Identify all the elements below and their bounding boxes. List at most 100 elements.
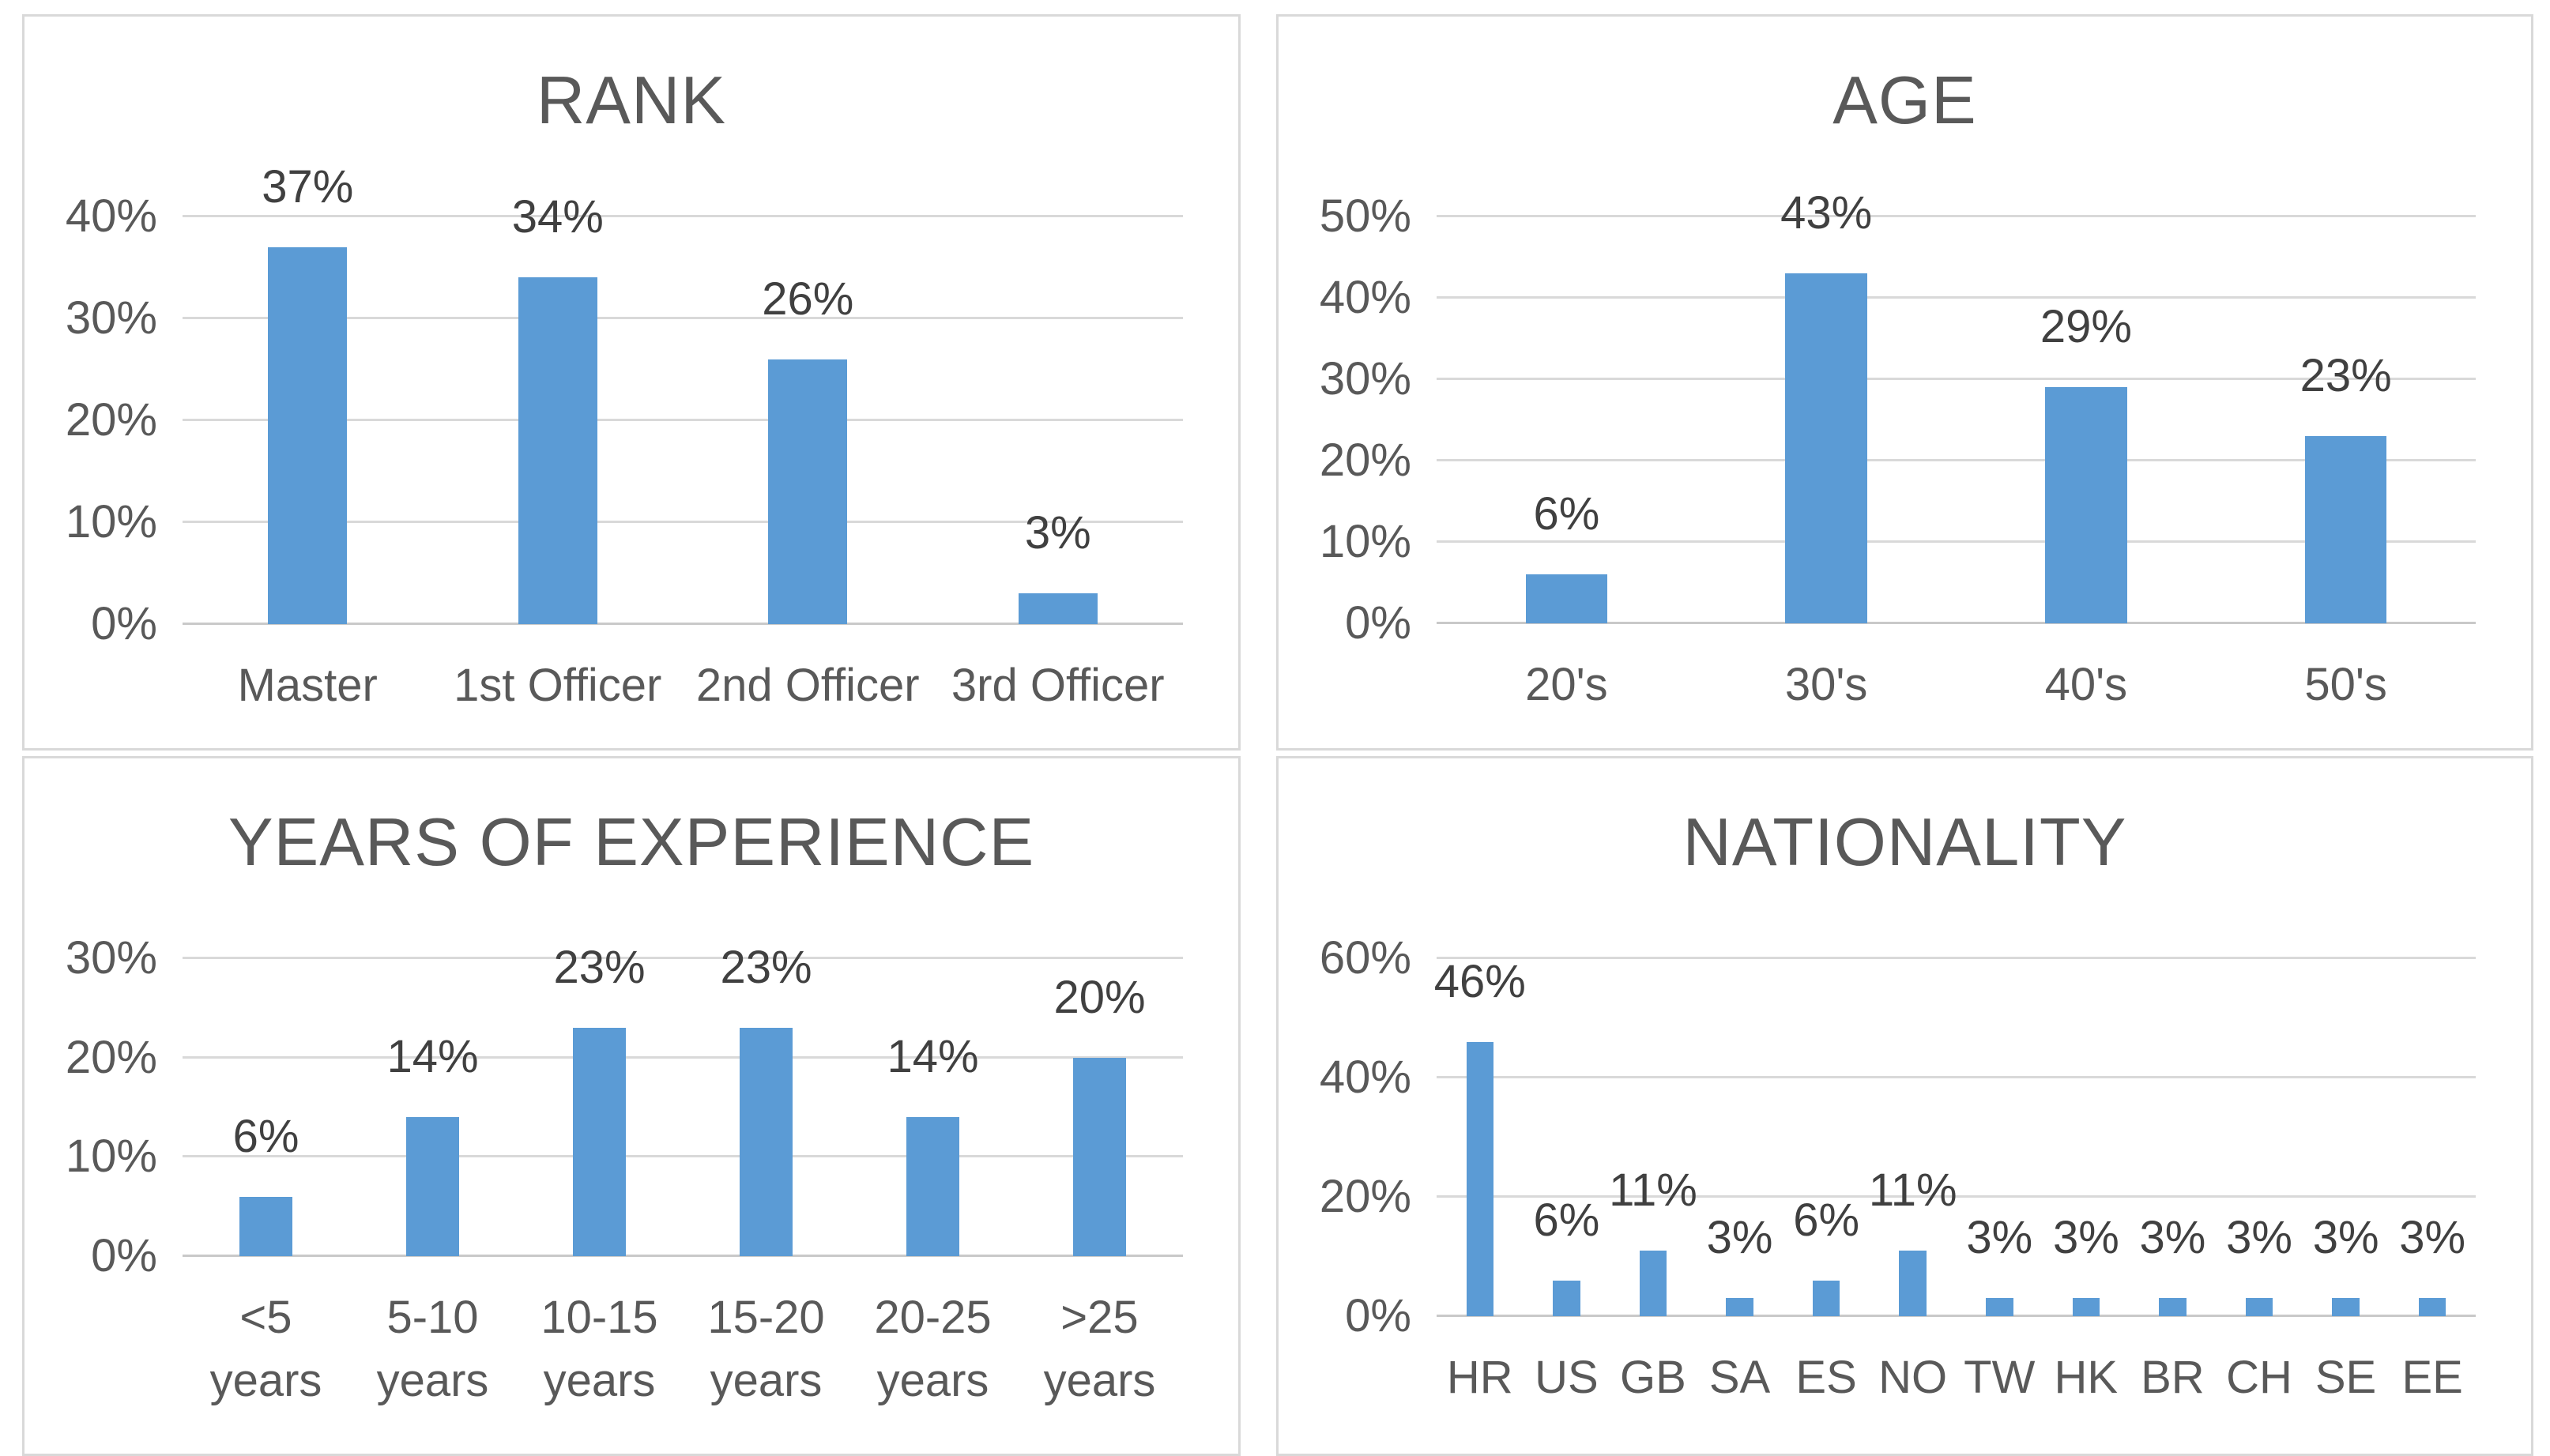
experience-y-axis: 0% 10% 20% 30% [24,935,183,1279]
bar [1466,1041,1494,1316]
bar-data-label: 6% [1533,1194,1600,1246]
gridline [183,957,1183,959]
bar [2045,387,2127,623]
bar [518,277,597,624]
y-axis-tick-label: 30% [65,932,157,984]
bar [1726,1298,1753,1316]
x-axis-category-label: 30's [1784,659,1868,710]
y-axis-tick-label: 60% [1319,932,1411,984]
age-x-axis: 20's 30's 40's 50's [1437,653,2476,717]
rank-chart-panel: RANK 0% 10% 20% 30% 40% 37% 34% 26% 3% Master 1s… [22,14,1241,751]
gridline [1437,215,2476,217]
nationality-chart-panel: NATIONALITY 0% 20% 40% 60% 46% 6% 11% 3% 6% 11% 3… [1276,756,2533,1456]
x-axis-category-label: 50's [2304,659,2387,710]
bar [239,1196,292,1256]
rank-plot-area: 37% 34% 26% 3% [183,162,1183,625]
x-axis-line [1437,622,2476,624]
gridline [1437,1076,2476,1079]
experience-plot-area: 6% 14% 23% 23% 14% 20% [183,942,1183,1257]
x-axis-category-label: SE [2315,1352,2377,1403]
x-axis-category-label: 40's [2044,659,2128,710]
bar [1785,273,1867,623]
bar [2304,436,2387,623]
bar [906,1117,959,1256]
x-axis-category-label: >25 years [1043,1292,1156,1406]
gridline [1437,540,2476,543]
bar-data-label: 3% [2139,1212,2206,1264]
bar [2159,1298,2187,1316]
y-axis-tick-label: 10% [1319,516,1411,567]
y-axis-tick-label: 30% [65,292,157,344]
rank-x-axis: Master 1st Officer 2nd Officer 3rd Officer [183,654,1183,717]
gridline [1437,296,2476,299]
x-axis-category-label: 5-10 years [376,1292,489,1406]
bar [1553,1280,1580,1316]
x-axis-category-label: HR [1446,1352,1513,1403]
bar-data-label: 3% [2399,1212,2466,1264]
gridline [183,521,1183,523]
experience-chart-panel: YEARS OF EXPERIENCE 0% 10% 20% 30% 6% 14% 23%… [22,756,1241,1456]
age-plot-area: 6% 43% 29% 23% [1437,189,2476,624]
bar [1812,1280,1840,1316]
y-axis-tick-label: 20% [1319,1171,1411,1223]
bar-data-label: 23% [720,941,812,993]
rank-chart-title: RANK [536,63,727,138]
bar-data-label: 14% [386,1031,479,1083]
bar [2072,1298,2100,1316]
bar-data-label: 6% [1533,488,1600,540]
x-axis-category-label: 1st Officer [454,660,662,711]
bar-data-label: 11% [1868,1164,1957,1216]
bar [406,1117,459,1256]
experience-chart-body: 0% 10% 20% 30% 6% 14% 23% 23% 14% 20% [24,935,1238,1279]
bar-data-label: 34% [511,191,604,243]
experience-x-axis: <5 years 5-10 years 10-15 years 15-20 years… [183,1286,1183,1413]
bar-data-label: 3% [2226,1212,2292,1264]
rank-chart-body: 0% 10% 20% 30% 40% 37% 34% 26% 3% [24,162,1238,647]
x-axis-line [183,623,1183,625]
x-axis-category-label: 2nd Officer [695,660,920,711]
bar-data-label: 3% [2312,1212,2379,1264]
bar [768,359,848,624]
bar [1986,1298,2013,1316]
gridline [183,215,1183,217]
x-axis-line [1437,1315,2476,1317]
y-axis-tick-label: 10% [65,1131,157,1183]
bar [1018,593,1098,624]
y-axis-tick-label: 30% [1319,353,1411,404]
nationality-plot-area: 46% 6% 11% 3% 6% 11% 3% 3% 3% 3% 3% 3% [1434,957,2476,1317]
x-axis-line [183,1255,1183,1257]
gridline [1437,957,2476,959]
x-axis-category-label: NO [1878,1352,1948,1403]
y-axis-tick-label: 20% [1319,435,1411,486]
bar [1525,574,1608,623]
bar-data-label: 3% [1966,1212,2033,1264]
y-axis-tick-label: 0% [1345,597,1411,649]
gridline [183,419,1183,421]
x-axis-category-label: HK [2054,1352,2119,1403]
y-axis-tick-label: 50% [1319,190,1411,242]
x-axis-category-label: EE [2401,1352,2463,1403]
y-axis-tick-label: 20% [65,394,157,446]
x-axis-category-label: CH [2226,1352,2292,1403]
bar [1639,1250,1667,1316]
bar-data-label: 3% [1706,1212,1773,1264]
x-axis-category-label: ES [1795,1352,1857,1403]
bar-data-label: 14% [887,1031,979,1083]
y-axis-tick-label: 0% [1345,1290,1411,1341]
x-axis-category-label: <5 years [209,1292,322,1406]
bar [1899,1250,1927,1316]
bar [2245,1298,2273,1316]
y-axis-tick-label: 40% [65,190,157,242]
bar-data-label: 20% [1053,971,1146,1023]
bar-data-label: 3% [1024,507,1091,559]
gridline [1437,1195,2476,1198]
age-chart-title: AGE [1832,63,1977,138]
y-axis-tick-label: 0% [91,1230,157,1281]
x-axis-category-label: 20-25 years [874,1292,992,1406]
bar-data-label: 6% [232,1110,299,1162]
x-axis-category-label: SA [1708,1352,1771,1403]
nationality-chart-title: NATIONALITY [1682,805,2127,880]
nationality-y-axis: 0% 20% 40% 60% [1279,935,1437,1339]
bar-data-label: 29% [2040,301,2132,353]
